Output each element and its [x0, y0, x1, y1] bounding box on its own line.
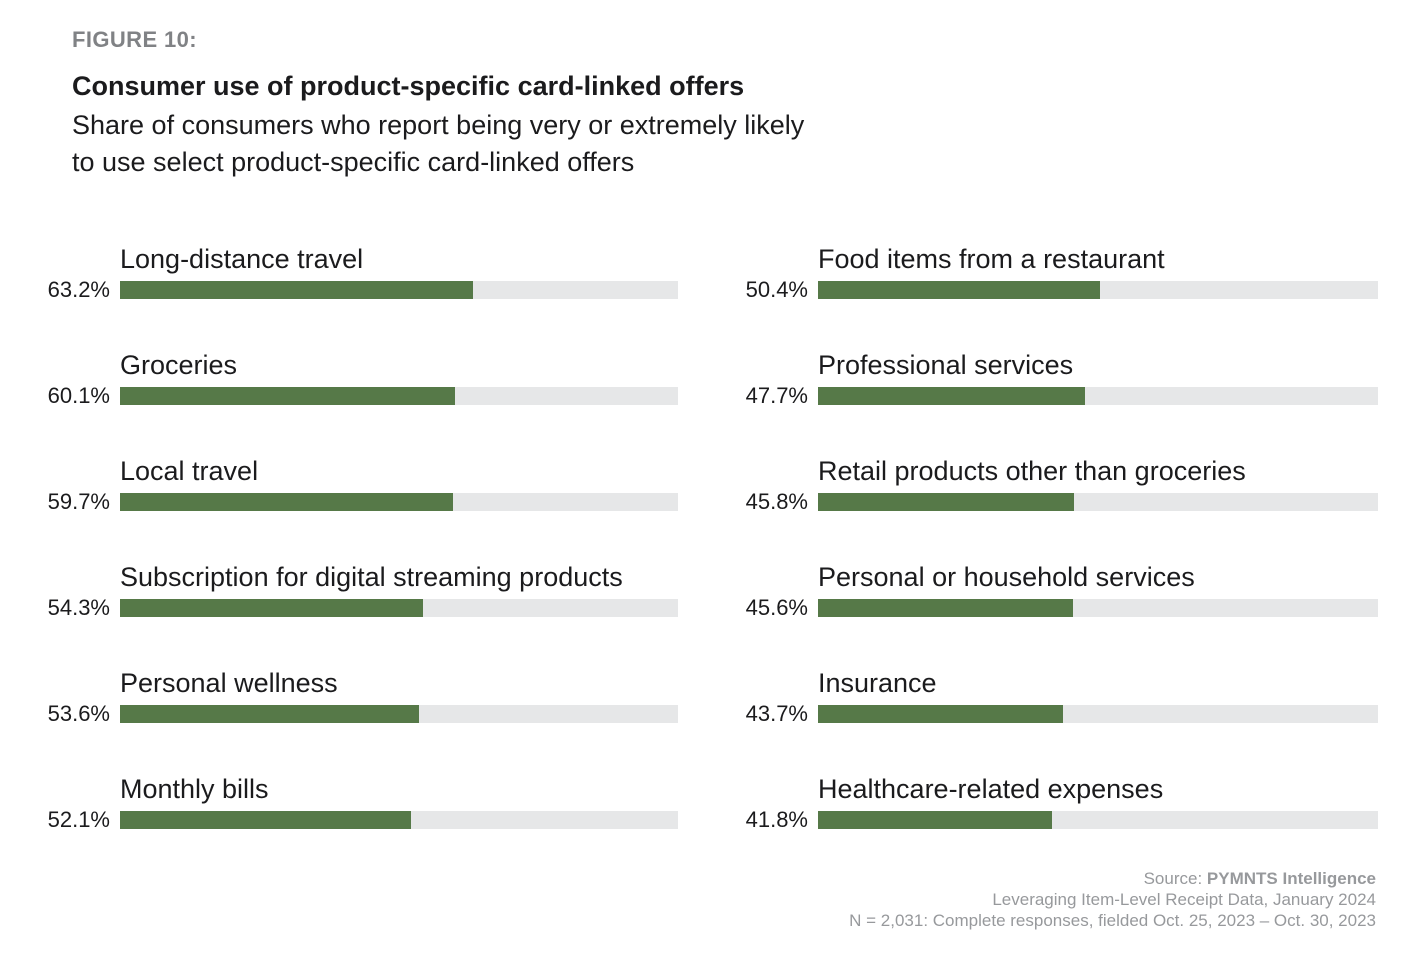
- bar-value: 52.1%: [47, 807, 110, 832]
- bar-row: Monthly bills 52.1%: [30, 773, 678, 879]
- bar-track: [120, 705, 678, 723]
- bar-fill: [120, 811, 411, 829]
- bar-label: Personal or household services: [818, 562, 1195, 592]
- figure-number-label: FIGURE 10:: [72, 27, 198, 52]
- bar-track: [818, 705, 1378, 723]
- bar-fill: [120, 493, 454, 511]
- bar-track: [818, 811, 1378, 829]
- bar-value: 63.2%: [47, 277, 110, 302]
- bar-fill: [120, 281, 473, 299]
- chart-subtitle-line-1: Share of consumers who report being very…: [72, 110, 805, 140]
- bar-label: Food items from a restaurant: [818, 244, 1165, 274]
- bar-label: Retail products other than groceries: [818, 456, 1246, 486]
- bar-value: 41.8%: [745, 807, 808, 832]
- bar-fill: [120, 599, 423, 617]
- bar-row: Groceries 60.1%: [30, 349, 678, 455]
- bar-label: Personal wellness: [120, 668, 338, 698]
- bar-value: 50.4%: [745, 277, 808, 302]
- bar-label: Subscription for digital streaming produ…: [120, 562, 623, 592]
- bar-row: Personal or household services 45.6%: [728, 561, 1378, 667]
- bar-fill: [818, 493, 1075, 511]
- bar-track: [120, 811, 678, 829]
- source-prefix: Source:: [1143, 869, 1207, 888]
- bar-value: 54.3%: [47, 595, 110, 620]
- bar-track: [818, 281, 1378, 299]
- bar-row: Retail products other than groceries 45.…: [728, 455, 1378, 561]
- bar-fill: [120, 705, 420, 723]
- chart-subtitle: Share of consumers who report being very…: [72, 107, 804, 181]
- source-line: Source: PYMNTS Intelligence: [849, 868, 1376, 889]
- bar-fill: [818, 811, 1053, 829]
- bar-chart: Long-distance travel 63.2% Groceries 60.…: [30, 243, 1378, 879]
- bar-value: 43.7%: [745, 701, 808, 726]
- sample-line: N = 2,031: Complete responses, fielded O…: [849, 911, 1376, 930]
- chart-subtitle-line-2: to use select product-specific card-link…: [72, 147, 635, 177]
- bar-label: Insurance: [818, 668, 937, 698]
- bar-track: [120, 281, 678, 299]
- bar-track: [120, 599, 678, 617]
- bar-value: 60.1%: [47, 383, 110, 408]
- bar-label: Long-distance travel: [120, 244, 364, 274]
- bar-label: Healthcare-related expenses: [818, 774, 1164, 804]
- bar-value: 45.8%: [745, 489, 808, 514]
- bar-track: [120, 493, 678, 511]
- bar-row: Professional services 47.7%: [728, 349, 1378, 455]
- bar-value: 47.7%: [745, 383, 808, 408]
- bar-row: Local travel 59.7%: [30, 455, 678, 561]
- source-name: PYMNTS Intelligence: [1206, 869, 1376, 888]
- bar-track: [818, 493, 1378, 511]
- bar-label: Professional services: [818, 350, 1074, 380]
- bar-value: 59.7%: [47, 489, 110, 514]
- bar-value: 53.6%: [47, 701, 110, 726]
- bar-row: Subscription for digital streaming produ…: [30, 561, 678, 667]
- bar-fill: [120, 387, 456, 405]
- bar-fill: [818, 387, 1086, 405]
- bar-chart-left-column: Long-distance travel 63.2% Groceries 60.…: [30, 243, 678, 879]
- bar-row: Healthcare-related expenses 41.8%: [728, 773, 1378, 879]
- bar-track: [818, 599, 1378, 617]
- bar-row: Food items from a restaurant 50.4%: [728, 243, 1378, 349]
- bar-row: Insurance 43.7%: [728, 667, 1378, 773]
- bar-fill: [818, 705, 1063, 723]
- bar-label: Groceries: [120, 350, 238, 380]
- bar-fill: [818, 281, 1101, 299]
- source-note: Source: PYMNTS Intelligence Leveraging I…: [849, 868, 1376, 931]
- bar-fill: [818, 599, 1074, 617]
- bar-label: Local travel: [120, 456, 259, 486]
- bar-value: 45.6%: [745, 595, 808, 620]
- bar-label: Monthly bills: [120, 774, 269, 804]
- bar-row: Personal wellness 53.6%: [30, 667, 678, 773]
- bar-chart-right-column: Food items from a restaurant 50.4% Profe…: [728, 243, 1378, 879]
- chart-title: Consumer use of product-specific card-li…: [72, 71, 745, 101]
- bar-row: Long-distance travel 63.2%: [30, 243, 678, 349]
- dataset-line: Leveraging Item-Level Receipt Data, Janu…: [992, 890, 1376, 909]
- bar-track: [818, 387, 1378, 405]
- bar-track: [120, 387, 678, 405]
